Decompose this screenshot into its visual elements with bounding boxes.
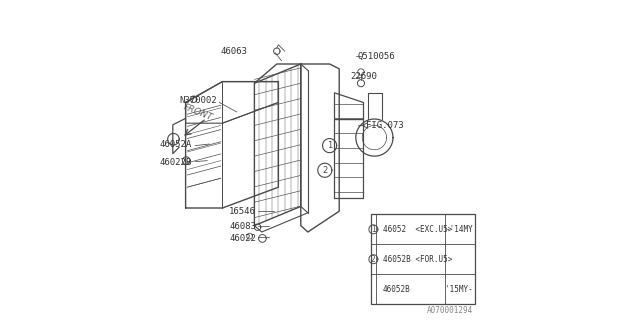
Text: 46063: 46063 [220, 47, 247, 56]
Text: 22690: 22690 [351, 72, 377, 81]
Text: 46022: 46022 [229, 234, 256, 243]
Text: -'14MY: -'14MY [445, 225, 473, 234]
Text: 2: 2 [322, 166, 328, 175]
Text: 46022B: 46022B [160, 158, 192, 167]
Text: 2: 2 [371, 255, 376, 264]
Text: 16546: 16546 [229, 207, 256, 216]
Text: 1: 1 [327, 141, 332, 150]
Text: 1: 1 [371, 225, 376, 234]
Text: N370002: N370002 [179, 96, 217, 105]
Text: 46052B: 46052B [383, 284, 410, 293]
Text: 46052  <EXC.U5>: 46052 <EXC.U5> [383, 225, 452, 234]
Text: 46083: 46083 [229, 222, 256, 231]
Text: 46052A: 46052A [160, 140, 192, 149]
Text: Q510056: Q510056 [357, 52, 395, 60]
FancyBboxPatch shape [371, 214, 475, 304]
Text: FRONT: FRONT [182, 102, 214, 122]
Text: FIG.073: FIG.073 [366, 121, 404, 130]
Text: A070001294: A070001294 [428, 306, 474, 315]
Text: '15MY-: '15MY- [445, 284, 473, 293]
Text: 46052B <FOR.U5>: 46052B <FOR.U5> [383, 255, 452, 264]
